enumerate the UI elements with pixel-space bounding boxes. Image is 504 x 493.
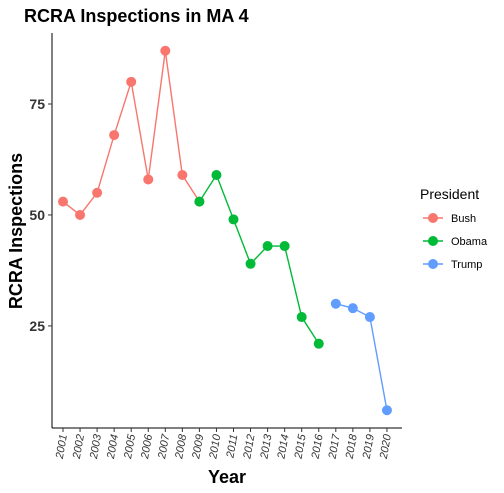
data-point-bush	[92, 187, 103, 198]
data-point-obama	[296, 312, 307, 323]
data-point-obama	[313, 338, 324, 349]
legend-label-obama: Obama	[451, 236, 488, 248]
data-point-bush	[177, 170, 188, 181]
x-tick-label: 2010	[207, 433, 223, 461]
legend-title: President	[420, 186, 479, 202]
x-tick-label: 2005	[122, 433, 138, 461]
data-point-trump	[330, 298, 341, 309]
series-line-obama	[198, 173, 320, 345]
legend-key-point	[428, 259, 438, 269]
x-tick-label: 2020	[378, 433, 394, 461]
data-point-obama	[262, 241, 273, 252]
x-axis-title: Year	[208, 467, 246, 487]
data-point-obama	[245, 258, 256, 269]
x-tick-label: 2011	[224, 433, 240, 459]
plot-area	[58, 45, 392, 416]
x-tick-label: 2019	[361, 433, 377, 460]
x-tick-label: 2015	[292, 433, 308, 461]
data-point-trump	[364, 312, 375, 323]
data-point-trump	[347, 303, 358, 314]
data-point-bush	[58, 196, 68, 207]
x-tick-label: 2008	[173, 433, 189, 461]
legend-key-point	[428, 236, 438, 246]
chart-title: RCRA Inspections in MA 4	[24, 6, 249, 26]
x-tick-label: 2004	[105, 433, 121, 460]
data-point-trump	[381, 405, 392, 416]
x-tick-label: 2003	[88, 433, 104, 461]
data-point-bush	[109, 130, 120, 141]
x-tick-label: 2013	[258, 433, 274, 461]
data-point-obama	[211, 170, 222, 181]
x-tick-label: 2007	[156, 433, 172, 461]
x-tick-label: 2012	[241, 433, 257, 460]
x-tick-label: 2006	[139, 433, 155, 461]
data-point-obama	[279, 241, 290, 252]
series-line-trump	[335, 303, 388, 411]
x-tick-label: 2002	[71, 433, 87, 460]
x-tick-label: 2001	[54, 433, 70, 460]
series-line-bush	[62, 50, 200, 216]
data-point-obama	[228, 214, 239, 225]
data-point-bush	[160, 45, 171, 56]
legend-key-point	[428, 213, 438, 223]
y-axis-title: RCRA Inspections	[6, 153, 26, 309]
legend: President Bush Obama Trump	[420, 186, 488, 271]
y-tick-label: 25	[29, 318, 45, 334]
data-point-bush	[75, 209, 86, 220]
y-tick-label: 50	[29, 207, 45, 223]
y-tick-label: 75	[29, 96, 45, 112]
x-tick-label: 2018	[344, 433, 360, 461]
x-tick-label: 2009	[190, 433, 206, 460]
legend-label-bush: Bush	[451, 213, 476, 225]
data-point-obama	[194, 196, 205, 207]
data-point-bush	[143, 174, 154, 185]
x-tick-label: 2016	[309, 433, 325, 461]
x-tick-label: 2017	[327, 433, 343, 461]
data-point-bush	[126, 76, 137, 87]
y-ticks: 25 50 75	[29, 96, 52, 334]
x-tick-label: 2014	[275, 433, 291, 460]
x-ticks: 2001 2002 2003 2004 2005 2006 2007 2008 2009 2010…	[54, 428, 394, 461]
legend-label-trump: Trump	[451, 259, 482, 271]
